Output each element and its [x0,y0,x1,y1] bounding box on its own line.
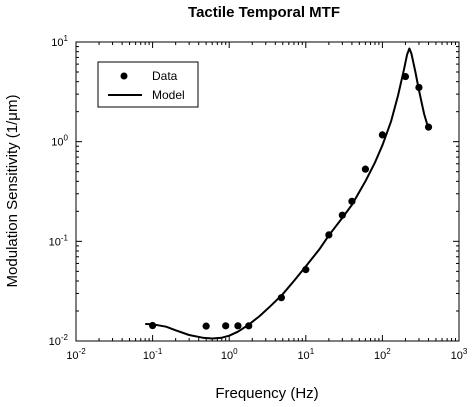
data-point [277,294,285,302]
legend-box [97,61,199,108]
data-point [302,266,310,274]
data-point [361,165,370,173]
data-point [378,131,386,139]
data-point [424,123,433,131]
legend-label-data: Data [152,69,178,83]
plot-frame [75,41,460,342]
y-axis-ticks: 10-2 10-1 100 101 [49,34,459,348]
x-tick-label: 10-1 [143,347,163,362]
legend-marker-data [120,72,128,80]
y-tick-label: 10-2 [49,333,69,348]
model-series [145,47,430,340]
y-tick-label: 10-1 [49,233,69,248]
data-point [222,322,230,330]
x-tick-label: 101 [297,347,314,362]
model-curve [145,47,430,340]
legend-label-model: Model [152,88,185,102]
x-tick-label: 100 [221,347,238,362]
x-tick-label: 102 [374,347,391,362]
x-tick-label: 103 [451,347,468,362]
data-point [401,72,410,81]
data-point [338,211,346,219]
x-axis-label: Frequency (Hz) [215,385,318,402]
data-point [348,197,356,205]
x-tick-label: 10-2 [66,347,86,362]
x-axis-ticks: 10-2 10-1 100 101 102 103 [66,42,468,362]
y-tick-label: 101 [51,34,68,49]
data-point [234,322,242,330]
data-point [149,321,157,330]
legend: Data Model [97,61,199,108]
chart-title: Tactile Temporal MTF [188,4,340,21]
data-series [149,72,433,330]
data-point [202,322,210,330]
y-axis-label: Modulation Sensitivity (1/μm) [4,95,21,288]
data-point [245,322,253,330]
data-point [325,231,333,239]
y-tick-label: 100 [51,134,68,149]
data-point [415,83,423,92]
